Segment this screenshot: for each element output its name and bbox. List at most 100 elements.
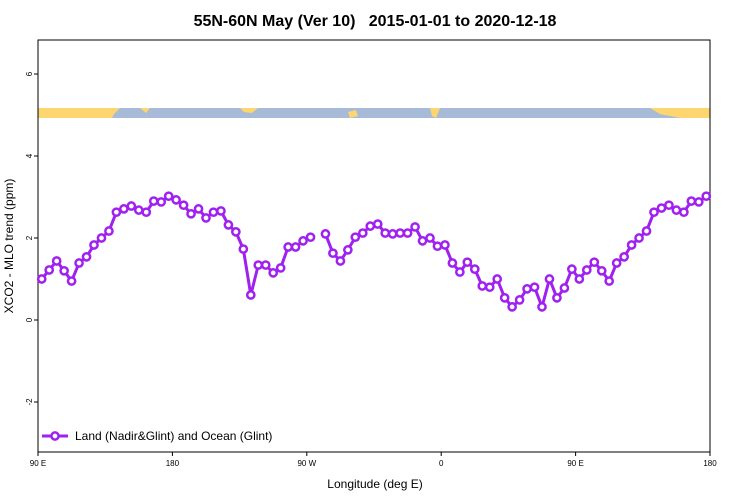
data-point — [253, 260, 264, 270]
data-point — [290, 242, 301, 252]
legend-label: Land (Nadir&Glint) and Ocean (Glint) — [75, 429, 272, 443]
data-point — [163, 191, 174, 202]
map-strip — [38, 108, 710, 118]
data-point — [559, 283, 570, 293]
data-point — [574, 274, 585, 284]
y-tick-label: 4 — [25, 153, 34, 158]
data-point — [350, 232, 361, 243]
data-point — [686, 196, 697, 206]
data-point — [484, 282, 495, 293]
y-tick-label: 2 — [25, 235, 34, 240]
data-point — [402, 228, 413, 238]
data-point — [223, 220, 234, 230]
data-point — [36, 274, 47, 284]
data-point — [133, 205, 144, 215]
y-tick-label: 6 — [25, 71, 34, 76]
data-point — [380, 228, 391, 238]
plot-frame — [37, 39, 711, 453]
data-point — [589, 257, 600, 268]
data-point — [238, 244, 249, 254]
data-point — [89, 240, 99, 250]
data-point — [178, 200, 189, 211]
data-point — [320, 229, 331, 239]
data-point — [395, 228, 405, 238]
data-point — [425, 233, 435, 243]
data-point — [268, 268, 279, 278]
data-point — [208, 207, 219, 218]
data-point — [283, 242, 293, 252]
x-tick-label: 180 — [166, 459, 180, 468]
data-point — [552, 293, 562, 303]
data-point — [104, 226, 114, 236]
data-point — [529, 282, 540, 293]
data-point — [231, 227, 241, 237]
data-point — [619, 252, 629, 262]
data-point — [693, 197, 704, 207]
data-point — [365, 221, 376, 231]
data-point — [298, 236, 308, 246]
data-point — [417, 236, 428, 246]
data-point — [634, 233, 644, 243]
data-point — [567, 264, 577, 275]
land-patch — [240, 108, 258, 113]
data-point — [275, 263, 286, 273]
data-point — [492, 274, 503, 284]
x-tick-label: 180 — [703, 459, 717, 468]
x-axis-label: Longitude (deg E) — [327, 477, 422, 491]
data-point — [193, 204, 204, 214]
data-point — [357, 228, 368, 238]
data-point — [305, 232, 316, 243]
data-point — [81, 252, 92, 262]
y-tick-label: 0 — [25, 317, 34, 322]
data-point — [96, 233, 107, 243]
data-point — [664, 200, 674, 211]
data-point — [656, 203, 667, 213]
data-point — [679, 207, 689, 218]
data-point — [74, 258, 84, 268]
data-point — [537, 302, 547, 312]
data-point — [522, 283, 532, 294]
land-patch — [650, 108, 710, 118]
data-point — [343, 245, 353, 255]
y-tick-label: -2 — [25, 398, 34, 406]
data-point — [111, 207, 122, 218]
data-point — [604, 276, 615, 286]
data-point — [328, 248, 338, 259]
data-point — [216, 206, 226, 216]
data-point — [171, 195, 181, 205]
data-point — [455, 267, 465, 277]
data-point — [447, 258, 458, 268]
data-point — [596, 265, 607, 276]
data-point — [126, 201, 137, 211]
data-point — [372, 219, 383, 229]
chart-title: 55N-60N May (Ver 10) 2015-01-01 to 2020-… — [194, 13, 557, 30]
data-point — [387, 229, 398, 239]
data-point — [201, 213, 211, 223]
data-point — [477, 281, 488, 291]
data-point — [260, 260, 271, 270]
legend-marker — [50, 431, 60, 441]
x-tick-label: 0 — [439, 459, 444, 468]
data-point — [44, 265, 55, 275]
data-point — [148, 196, 159, 206]
data-point — [514, 295, 525, 305]
data-point — [156, 197, 167, 207]
data-point — [66, 276, 77, 286]
land-patch — [430, 108, 440, 118]
data-point — [641, 226, 652, 236]
data-point — [611, 258, 622, 268]
data-point — [51, 256, 62, 266]
data-point — [59, 265, 69, 276]
data-point — [410, 222, 420, 232]
data-point — [186, 208, 196, 219]
x-tick-label: 90 E — [30, 459, 46, 468]
data-point — [671, 205, 682, 215]
data-point — [440, 240, 450, 250]
data-point — [141, 207, 152, 218]
land-patch — [348, 110, 358, 118]
data-point — [499, 293, 510, 303]
data-point — [119, 204, 129, 214]
x-tick-label: 90 W — [297, 459, 316, 468]
land-patch — [38, 108, 112, 118]
